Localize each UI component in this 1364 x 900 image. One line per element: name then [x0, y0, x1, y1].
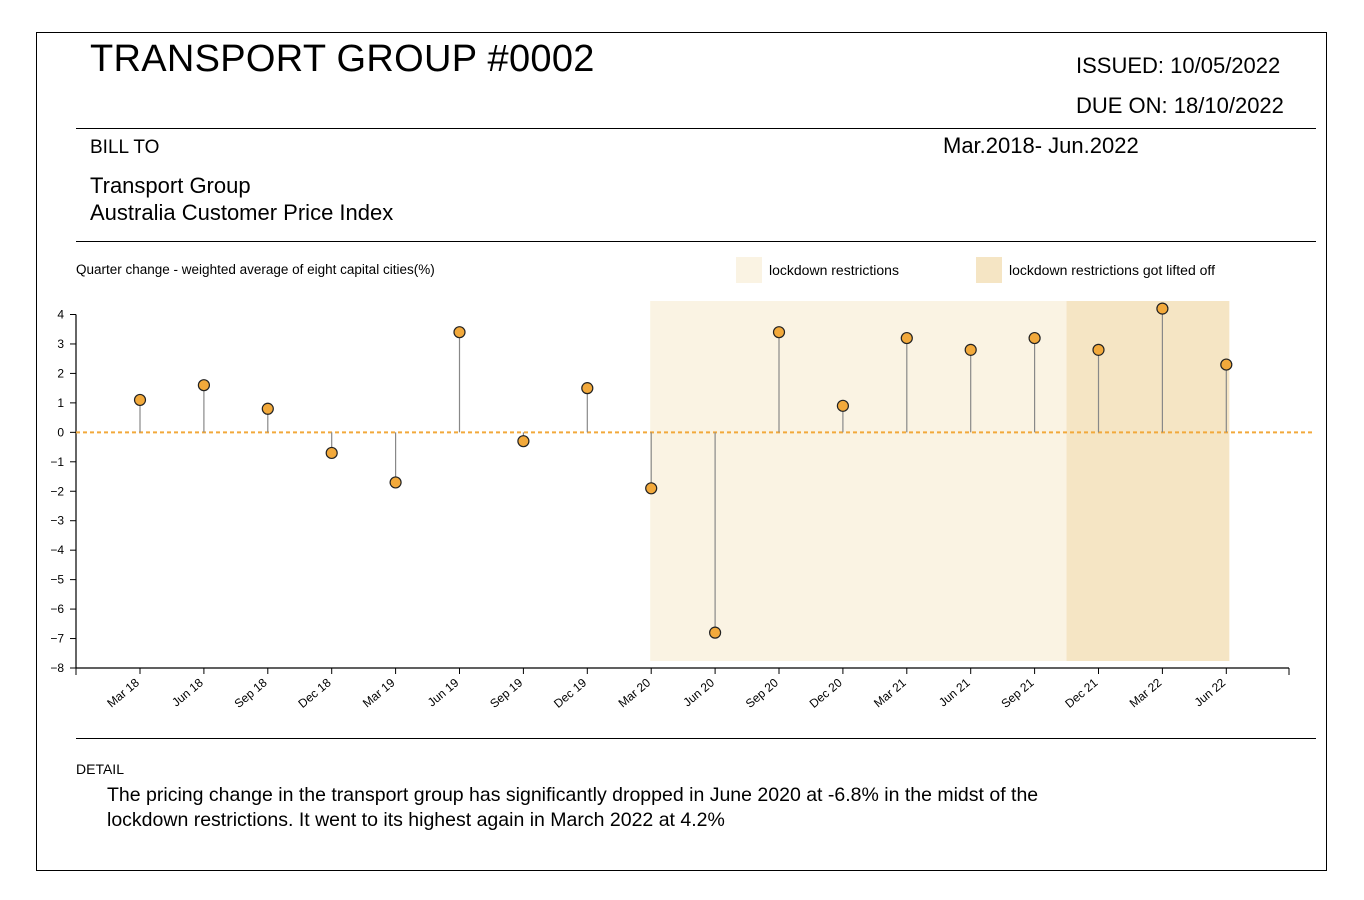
- chart-title: Quarter change - weighted average of eig…: [76, 262, 435, 277]
- lollipop-marker: [389, 476, 402, 489]
- bill-to-description: Australia Customer Price Index: [90, 200, 394, 225]
- y-tick-label: 0: [57, 425, 64, 439]
- lollipop-marker: [1156, 302, 1169, 315]
- detail-label: DETAIL: [76, 761, 124, 777]
- x-tick-label: Mar 19: [360, 675, 398, 710]
- legend-swatch: [736, 257, 762, 283]
- invoice-title: TRANSPORT GROUP #0002: [90, 38, 595, 80]
- detail-text: The pricing change in the transport grou…: [107, 784, 1039, 831]
- lollipop-marker: [1028, 331, 1041, 345]
- lollipop-chart: lockdown restrictions lockdown restrictio…: [50, 257, 1314, 711]
- lollipop-marker: [645, 482, 658, 495]
- x-tick-label: Mar 22: [1127, 675, 1165, 710]
- y-tick-label: −6: [50, 602, 64, 616]
- x-tick-label: Jun 18: [169, 675, 206, 709]
- x-tick-label: Jun 22: [1192, 675, 1229, 709]
- y-tick-label: 4: [57, 308, 64, 322]
- legend-label: lockdown restrictions got lifted off: [1009, 262, 1215, 278]
- issued-date: ISSUED: 10/05/2022: [1076, 53, 1281, 78]
- x-tick-label: Dec 19: [551, 675, 589, 710]
- y-tick-label: −1: [50, 455, 64, 469]
- bill-to-name: Transport Group: [90, 173, 251, 198]
- period-range: Mar.2018- Jun.2022: [943, 133, 1139, 158]
- x-tick-label: Jun 19: [425, 675, 462, 709]
- y-tick-label: −8: [50, 661, 64, 675]
- x-tick-label: Mar 21: [871, 675, 909, 710]
- bill-to-label: BILL TO: [90, 137, 160, 158]
- y-tick-label: −3: [50, 514, 64, 528]
- x-tick-label: Sep 19: [487, 675, 525, 710]
- lollipop-marker: [517, 435, 530, 448]
- lollipop-marker: [900, 331, 913, 345]
- due-date: DUE ON: 18/10/2022: [1076, 93, 1284, 118]
- y-tick-label: 1: [57, 396, 64, 410]
- lollipop-marker: [581, 382, 594, 395]
- y-tick-label: −7: [50, 632, 64, 646]
- x-tick-label: Jun 20: [680, 675, 717, 709]
- lollipop-marker: [197, 379, 210, 392]
- x-tick-label: Dec 20: [807, 675, 845, 710]
- lollipop-marker: [453, 326, 466, 339]
- x-tick-label: Sep 20: [743, 675, 781, 710]
- lollipop-marker: [708, 626, 722, 639]
- x-tick-label: Sep 18: [232, 675, 270, 710]
- y-tick-label: 2: [57, 366, 64, 380]
- lollipop-marker: [133, 393, 147, 407]
- lollipop-marker: [261, 402, 274, 415]
- lollipop-marker: [772, 326, 786, 339]
- x-tick-label: Mar 20: [616, 675, 654, 710]
- x-tick-label: Sep 21: [998, 675, 1036, 710]
- x-tick-label: Jun 21: [936, 675, 973, 709]
- x-tick-label: Mar 18: [104, 675, 142, 710]
- lollipop-marker: [325, 446, 338, 460]
- legend-label: lockdown restrictions: [769, 262, 899, 278]
- y-tick-label: −4: [50, 543, 64, 557]
- lollipop-marker: [1220, 358, 1233, 371]
- x-tick-label: Dec 18: [295, 675, 333, 710]
- shade-lifted: [1066, 301, 1230, 661]
- billing-divider: [76, 241, 1316, 242]
- lollipop-marker: [964, 343, 977, 356]
- y-tick-label: −5: [50, 573, 64, 587]
- header-divider: [76, 128, 1316, 129]
- chart-divider: [76, 738, 1316, 739]
- lollipop-marker: [836, 399, 850, 412]
- y-tick-label: −2: [50, 484, 64, 498]
- x-tick-label: Dec 21: [1062, 675, 1100, 710]
- legend-swatch: [976, 257, 1002, 283]
- invoice-frame: [36, 32, 1327, 871]
- y-tick-label: 3: [57, 337, 64, 351]
- lollipop-marker: [1092, 343, 1105, 356]
